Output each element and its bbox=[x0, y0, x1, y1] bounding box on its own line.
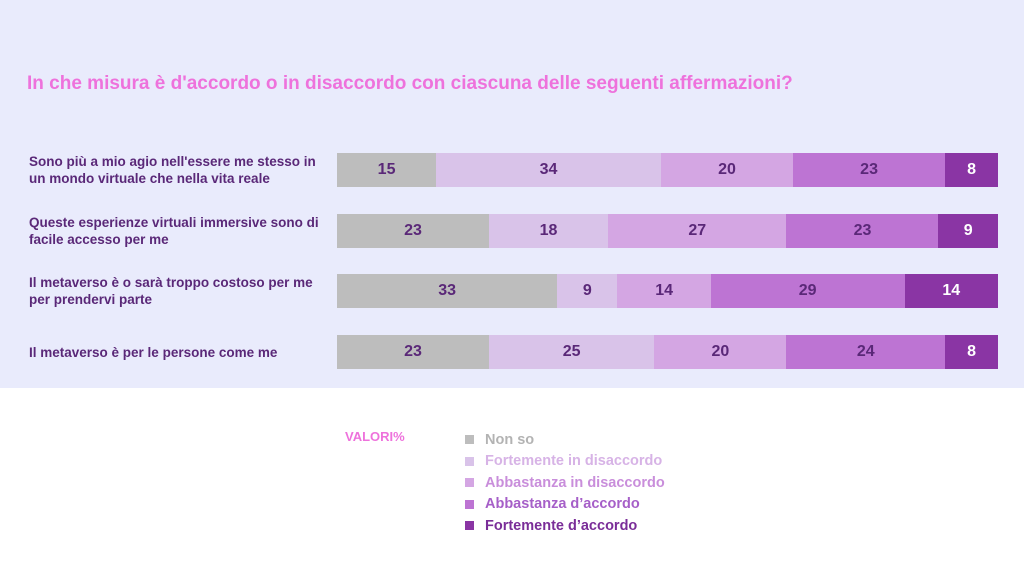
bar-segment: 9 bbox=[938, 214, 998, 248]
bar-segment: 23 bbox=[793, 153, 946, 187]
bar-segment: 20 bbox=[654, 335, 787, 369]
stacked-bar: 23 25 20 24 8 bbox=[337, 335, 998, 369]
bar-segment: 23 bbox=[337, 214, 490, 248]
legend-item: Abbastanza in disaccordo bbox=[465, 472, 665, 494]
bar-segment: 14 bbox=[617, 274, 711, 308]
bar-segment: 33 bbox=[337, 274, 558, 308]
chart-panel bbox=[0, 0, 1024, 388]
row-label: Il metaverso è per le persone come me bbox=[29, 344, 278, 360]
legend-label: Fortemente in disaccordo bbox=[485, 453, 663, 470]
legend-label: Fortemente d’accordo bbox=[485, 517, 638, 534]
legend-label: Abbastanza d’accordo bbox=[485, 496, 640, 513]
row-label: Il metaverso è o sarà troppo costoso per… bbox=[29, 275, 313, 307]
row-label: Queste esperienze virtuali immersive son… bbox=[29, 215, 319, 247]
legend-item: Fortemente d’accordo bbox=[465, 515, 665, 537]
bar-segment: 23 bbox=[337, 335, 490, 369]
row-label: Sono più a mio agio nell'essere me stess… bbox=[29, 154, 316, 186]
bar-segment: 8 bbox=[945, 335, 998, 369]
legend-title: VALORI% bbox=[345, 429, 405, 444]
legend-label: Non so bbox=[485, 431, 535, 448]
bar-segment: 14 bbox=[904, 274, 998, 308]
bar-segment: 18 bbox=[489, 214, 608, 248]
bar-segment: 29 bbox=[710, 274, 905, 308]
bar-segment: 25 bbox=[489, 335, 655, 369]
stacked-bar: 23 18 27 23 9 bbox=[337, 214, 998, 248]
legend-item: Fortemente in disaccordo bbox=[465, 451, 665, 473]
bar-segment: 9 bbox=[557, 274, 618, 308]
legend-swatch bbox=[465, 435, 474, 445]
legend-swatch bbox=[465, 478, 474, 488]
bar-segment: 15 bbox=[337, 153, 437, 187]
legend: Non so Fortemente in disaccordo Abbastanza… bbox=[465, 429, 665, 537]
chart-title: In che misura è d'accordo o in disaccord… bbox=[27, 73, 793, 94]
bar-segment: 23 bbox=[786, 214, 939, 248]
legend-swatch bbox=[465, 456, 474, 466]
bar-segment: 8 bbox=[945, 153, 998, 187]
legend-item: Abbastanza d’accordo bbox=[465, 494, 665, 516]
legend-label: Abbastanza in disaccordo bbox=[485, 474, 665, 491]
bar-segment: 24 bbox=[786, 335, 946, 369]
legend-swatch bbox=[465, 521, 474, 531]
bar-segment: 34 bbox=[436, 153, 661, 187]
legend-swatch bbox=[465, 499, 474, 509]
legend-item: Non so bbox=[465, 429, 665, 451]
stacked-bar: 15 34 20 23 8 bbox=[337, 153, 998, 187]
stacked-bar: 33 9 14 29 14 bbox=[337, 274, 998, 308]
bar-segment: 27 bbox=[607, 214, 787, 248]
bar-segment: 20 bbox=[660, 153, 794, 187]
